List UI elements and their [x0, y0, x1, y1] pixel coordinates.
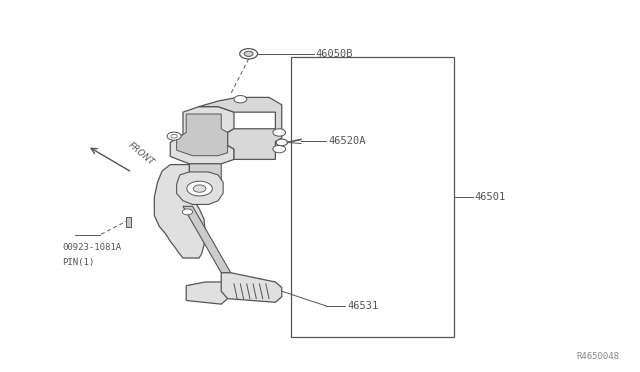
- Polygon shape: [177, 114, 228, 156]
- Polygon shape: [221, 273, 282, 302]
- Text: 46501: 46501: [475, 192, 506, 202]
- Polygon shape: [189, 164, 221, 193]
- Bar: [291, 57, 454, 337]
- Text: 46531: 46531: [348, 301, 379, 311]
- Circle shape: [244, 51, 253, 57]
- Circle shape: [193, 185, 206, 192]
- Polygon shape: [177, 172, 223, 205]
- Polygon shape: [199, 97, 282, 160]
- Circle shape: [273, 129, 285, 136]
- Text: PIN(1): PIN(1): [62, 258, 94, 267]
- Polygon shape: [170, 107, 234, 164]
- Bar: [126, 217, 131, 227]
- Polygon shape: [186, 282, 228, 304]
- Text: 00923-1081A: 00923-1081A: [62, 243, 121, 252]
- Circle shape: [276, 139, 287, 146]
- Circle shape: [187, 181, 212, 196]
- Polygon shape: [154, 164, 205, 258]
- Text: 46050B: 46050B: [316, 49, 353, 59]
- Polygon shape: [183, 206, 231, 273]
- Circle shape: [273, 145, 285, 153]
- Text: FRONT: FRONT: [127, 141, 156, 167]
- Circle shape: [182, 209, 193, 215]
- Circle shape: [240, 49, 257, 59]
- Text: 46520A: 46520A: [328, 136, 366, 146]
- Circle shape: [167, 132, 181, 140]
- Text: R4650048: R4650048: [577, 352, 620, 361]
- Circle shape: [234, 96, 246, 103]
